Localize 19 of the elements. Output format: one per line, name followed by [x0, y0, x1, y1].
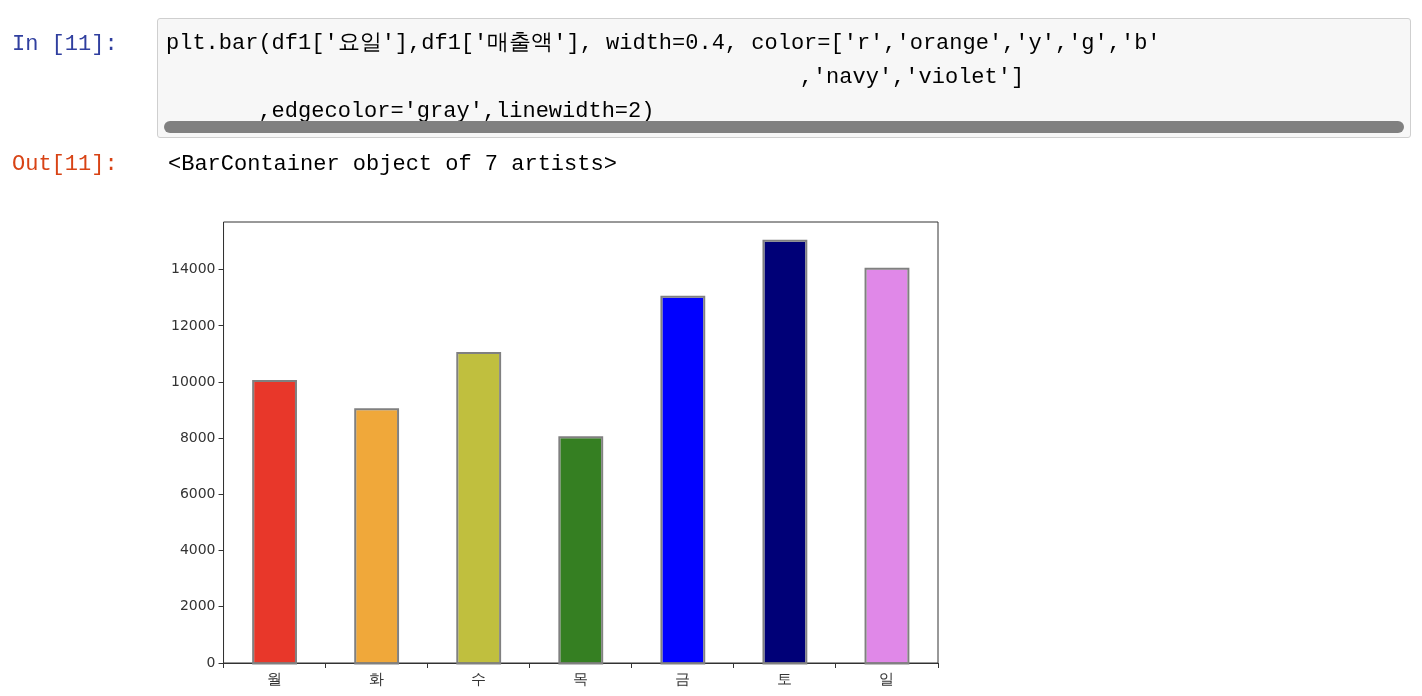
y-tick-label: 8000 — [179, 428, 216, 445]
y-tick-label: 0 — [206, 653, 216, 670]
y-tick-label: 12000 — [170, 316, 216, 333]
x-tick-label: 일 — [879, 669, 895, 688]
x-tick-label: 목 — [573, 669, 589, 688]
x-tick-label: 금 — [675, 669, 691, 688]
y-tick-label: 2000 — [179, 597, 216, 614]
y-tick-label: 4000 — [179, 541, 216, 558]
x-tick-label: 수 — [471, 669, 487, 688]
y-tick-label: 14000 — [170, 260, 216, 277]
text: In [11]: — [12, 31, 118, 59]
y-tick-label: 10000 — [170, 372, 216, 389]
y-tick-label: 6000 — [179, 485, 216, 502]
text: <BarContainer object of 7 artists> — [168, 151, 617, 179]
x-tick-label: 토 — [777, 669, 793, 688]
text: Out[11]: — [12, 151, 118, 179]
x-tick-label: 월 — [267, 669, 283, 688]
text: plt.bar(df1['요일'],df1['매출액'], width=0.4, color=['r','orange','y','g','b' ,'navy','violet'] ,edgecolor='gray',linewidth=2) — [166, 31, 1161, 124]
x-tick-label: 화 — [369, 669, 385, 688]
